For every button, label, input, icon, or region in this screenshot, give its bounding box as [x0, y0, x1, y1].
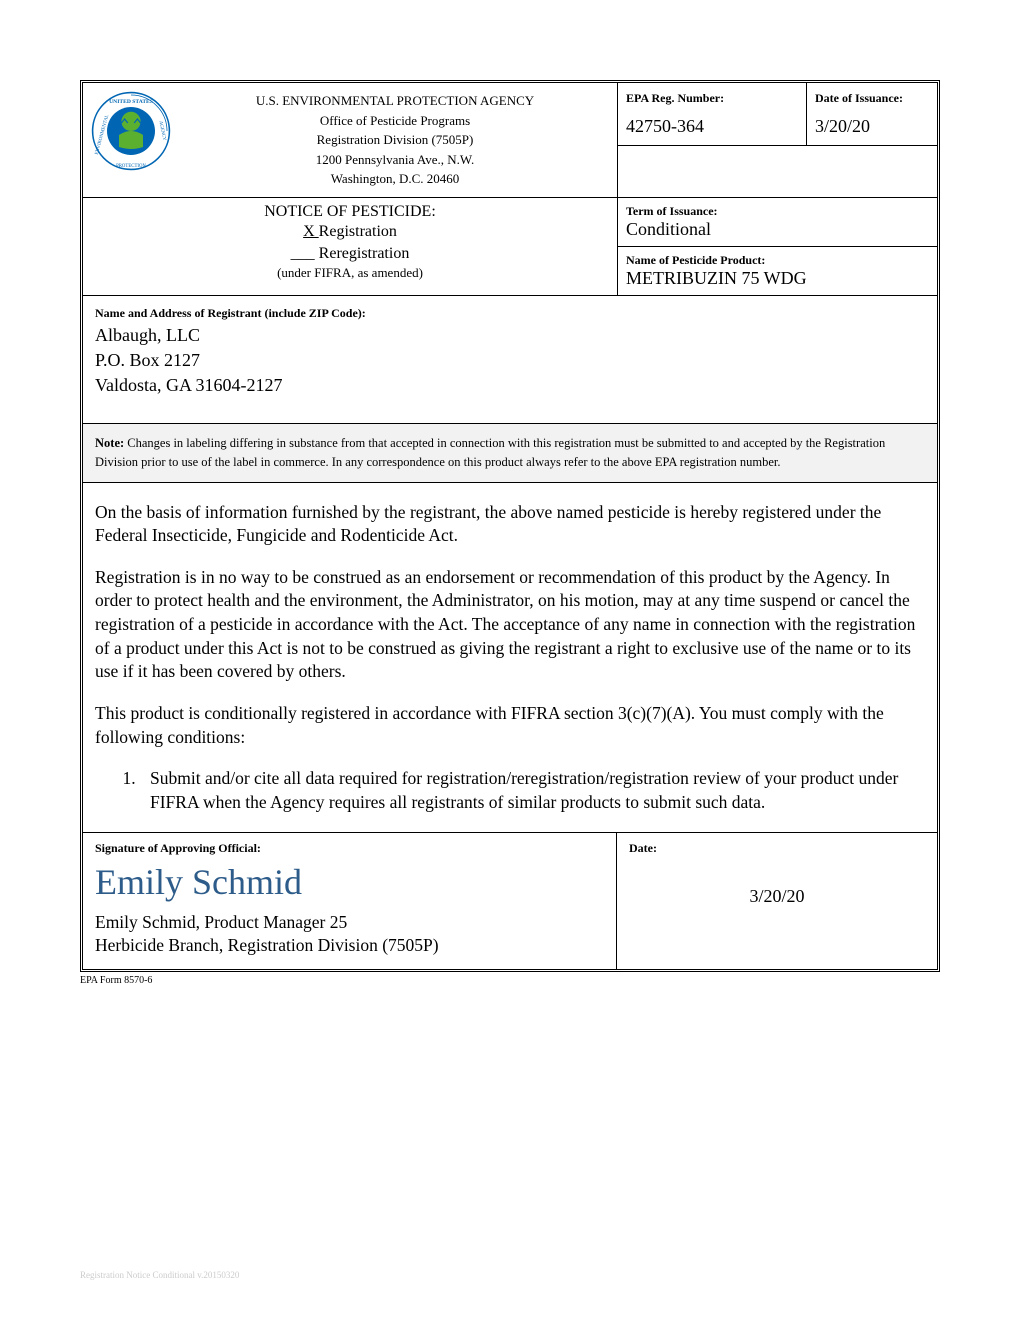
- footer-watermark: Registration Notice Conditional v.201503…: [80, 1270, 239, 1280]
- registration-mark: X: [303, 223, 319, 240]
- sig-date-label: Date:: [629, 841, 925, 856]
- term-label: Term of Issuance:: [626, 204, 929, 219]
- notice-right: Term of Issuance: Conditional Name of Pe…: [617, 198, 937, 295]
- reg-number-label: EPA Reg. Number:: [626, 91, 798, 106]
- agency-office: Office of Pesticide Programs: [181, 111, 609, 131]
- notice-section: NOTICE OF PESTICIDE: X Registration ___ …: [83, 198, 937, 295]
- svg-text:UNITED STATES: UNITED STATES: [109, 99, 153, 105]
- logo-container: UNITED STATES ENVIRONMENTAL PROTECTION A…: [91, 91, 181, 176]
- agency-address: U.S. ENVIRONMENTAL PROTECTION AGENCY Off…: [181, 91, 609, 189]
- date-issuance-value: 3/20/20: [815, 116, 929, 137]
- note-bold: Note:: [95, 436, 124, 450]
- body-para3: This product is conditionally registered…: [95, 702, 925, 749]
- reg-number-row: EPA Reg. Number: 42750-364 Date of Issua…: [618, 83, 937, 146]
- conditions-list: Submit and/or cite all data required for…: [140, 767, 925, 814]
- registration-form: UNITED STATES ENVIRONMENTAL PROTECTION A…: [80, 80, 940, 972]
- sig-date-value: 3/20/20: [629, 886, 925, 907]
- note-text: Changes in labeling differing in substan…: [95, 436, 885, 469]
- svg-text:AGENCY: AGENCY: [157, 121, 166, 142]
- product-label: Name of Pesticide Product:: [626, 253, 929, 268]
- registrant-section: Name and Address of Registrant (include …: [83, 295, 937, 424]
- notice-title: NOTICE OF PESTICIDE:: [91, 203, 609, 221]
- date-issuance-label: Date of Issuance:: [815, 91, 929, 106]
- official-details: Emily Schmid, Product Manager 25 Herbici…: [95, 911, 604, 957]
- form-number: EPA Form 8570-6: [80, 975, 940, 986]
- official-branch: Herbicide Branch, Registration Division …: [95, 934, 604, 957]
- body-para2: Registration is in no way to be construe…: [95, 566, 925, 684]
- registration-label: Registration: [319, 223, 397, 240]
- notice-subtitle: (under FIFRA, as amended): [91, 265, 609, 281]
- term-value: Conditional: [626, 219, 929, 240]
- notice-left: NOTICE OF PESTICIDE: X Registration ___ …: [83, 198, 617, 295]
- notice-options: X Registration ___ Reregistration: [91, 221, 609, 266]
- reg-number-value: 42750-364: [626, 116, 798, 137]
- note-section: Note: Changes in labeling differing in s…: [83, 423, 937, 483]
- product-value: METRIBUZIN 75 WDG: [626, 268, 929, 289]
- agency-city: Washington, D.C. 20460: [181, 169, 609, 189]
- svg-text:PROTECTION: PROTECTION: [116, 164, 146, 169]
- registrant-label: Name and Address of Registrant (include …: [95, 306, 925, 321]
- registrant-city: Valdosta, GA 31604-2127: [95, 373, 925, 398]
- official-name: Emily Schmid, Product Manager 25: [95, 911, 604, 934]
- date-issuance-cell: Date of Issuance: 3/20/20: [807, 83, 937, 145]
- reregistration-mark: ___: [291, 245, 315, 262]
- agency-name: U.S. ENVIRONMENTAL PROTECTION AGENCY: [181, 91, 609, 111]
- reregistration-label: Reregistration: [315, 245, 410, 262]
- header-section: UNITED STATES ENVIRONMENTAL PROTECTION A…: [83, 83, 937, 198]
- signature-left: Signature of Approving Official: Emily S…: [83, 833, 617, 969]
- signature-section: Signature of Approving Official: Emily S…: [83, 832, 937, 969]
- signature-handwritten: Emily Schmid: [95, 861, 604, 903]
- header-left: UNITED STATES ENVIRONMENTAL PROTECTION A…: [83, 83, 617, 197]
- header-right: EPA Reg. Number: 42750-364 Date of Issua…: [617, 83, 937, 197]
- registrant-company: Albaugh, LLC: [95, 323, 925, 348]
- signature-right: Date: 3/20/20: [617, 833, 937, 969]
- condition-item-1: Submit and/or cite all data required for…: [140, 767, 925, 814]
- body-para1: On the basis of information furnished by…: [95, 501, 925, 548]
- registrant-address: Albaugh, LLC P.O. Box 2127 Valdosta, GA …: [95, 323, 925, 399]
- registrant-pobox: P.O. Box 2127: [95, 348, 925, 373]
- agency-division: Registration Division (7505P): [181, 130, 609, 150]
- epa-seal-icon: UNITED STATES ENVIRONMENTAL PROTECTION A…: [91, 91, 171, 171]
- term-cell: Term of Issuance: Conditional: [618, 198, 937, 247]
- agency-street: 1200 Pennsylvania Ave., N.W.: [181, 150, 609, 170]
- product-cell: Name of Pesticide Product: METRIBUZIN 75…: [618, 247, 937, 295]
- signature-label: Signature of Approving Official:: [95, 841, 604, 856]
- body-section: On the basis of information furnished by…: [83, 483, 937, 833]
- reg-number-cell: EPA Reg. Number: 42750-364: [618, 83, 807, 145]
